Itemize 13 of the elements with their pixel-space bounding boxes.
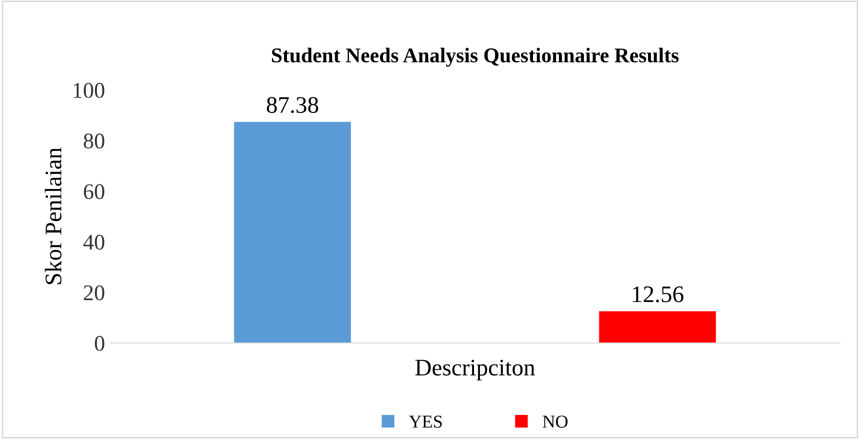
y-tick-label: 100 [74,82,104,98]
data-label: 12.56 [633,286,684,302]
legend-label: YES [409,416,442,428]
y-tick-label: 60 [84,184,104,200]
chart-title: Student Needs Analysis Questionnaire Results [272,48,679,67]
data-label: 87.38 [266,97,318,114]
legend-label: NO [542,416,568,428]
y-axis-title: Skor Penilaian [44,148,62,284]
y-tick-label: 80 [84,134,104,149]
y-tick-label: 0 [94,336,104,351]
x-axis-title: Descripciton [415,360,535,380]
y-tick-label: 20 [84,285,104,300]
y-tick-label: 40 [83,234,104,250]
